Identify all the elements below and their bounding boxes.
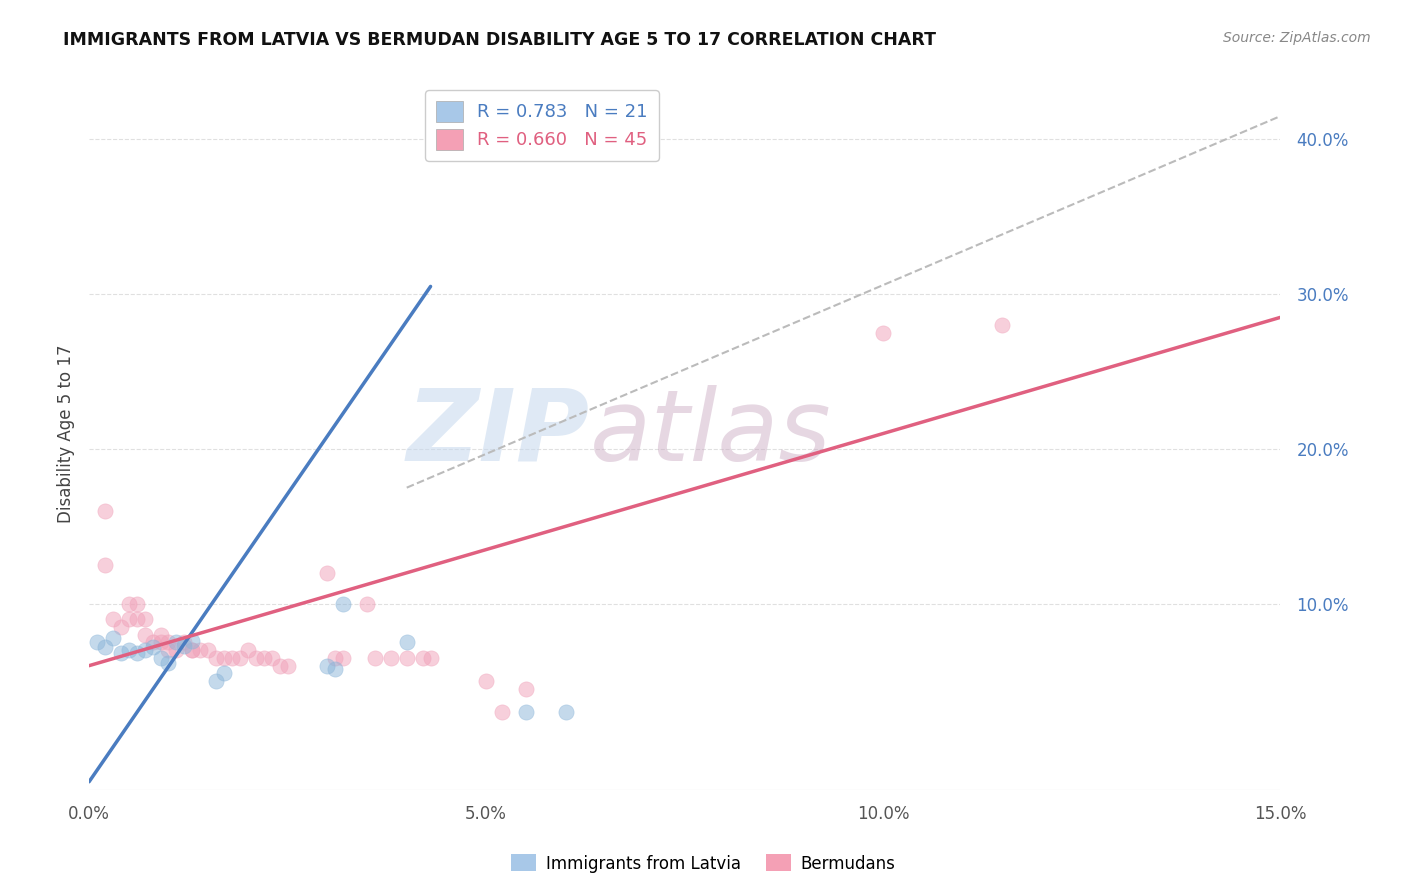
Point — [332, 651, 354, 665]
Point — [125, 646, 148, 660]
Point — [316, 566, 339, 580]
Point — [181, 643, 204, 657]
Legend: R = 0.783   N = 21, R = 0.660   N = 45: R = 0.783 N = 21, R = 0.660 N = 45 — [425, 90, 658, 161]
Point — [181, 643, 204, 657]
Point — [181, 634, 204, 648]
Point — [872, 326, 894, 340]
Point — [110, 646, 132, 660]
Point — [118, 612, 141, 626]
Point — [269, 658, 291, 673]
Point — [118, 643, 141, 657]
Point — [101, 631, 124, 645]
Point — [173, 639, 195, 653]
Point — [205, 674, 228, 689]
Point — [245, 651, 267, 665]
Point — [491, 705, 513, 719]
Point — [380, 651, 402, 665]
Point — [173, 635, 195, 649]
Point — [212, 651, 235, 665]
Point — [197, 643, 219, 657]
Point — [260, 651, 283, 665]
Point — [236, 643, 259, 657]
Point — [94, 558, 117, 572]
Point — [229, 651, 252, 665]
Point — [165, 635, 187, 649]
Point — [991, 318, 1014, 332]
Point — [515, 705, 537, 719]
Point — [364, 651, 387, 665]
Point — [205, 651, 228, 665]
Point — [157, 643, 180, 657]
Point — [157, 656, 180, 670]
Point — [253, 651, 276, 665]
Point — [94, 640, 117, 654]
Point — [419, 651, 441, 665]
Point — [412, 651, 434, 665]
Legend: Immigrants from Latvia, Bermudans: Immigrants from Latvia, Bermudans — [503, 847, 903, 880]
Point — [118, 597, 141, 611]
Point — [110, 620, 132, 634]
Point — [134, 628, 156, 642]
Point — [134, 643, 156, 657]
Text: atlas: atlas — [589, 385, 831, 482]
Point — [149, 635, 172, 649]
Point — [101, 612, 124, 626]
Y-axis label: Disability Age 5 to 17: Disability Age 5 to 17 — [58, 344, 75, 523]
Point — [515, 681, 537, 696]
Point — [142, 640, 165, 654]
Point — [188, 643, 211, 657]
Text: Source: ZipAtlas.com: Source: ZipAtlas.com — [1223, 31, 1371, 45]
Point — [212, 666, 235, 681]
Text: ZIP: ZIP — [406, 385, 589, 482]
Point — [395, 635, 418, 649]
Point — [316, 658, 339, 673]
Point — [554, 705, 576, 719]
Point — [157, 635, 180, 649]
Point — [395, 651, 418, 665]
Point — [165, 643, 187, 657]
Point — [125, 612, 148, 626]
Text: IMMIGRANTS FROM LATVIA VS BERMUDAN DISABILITY AGE 5 TO 17 CORRELATION CHART: IMMIGRANTS FROM LATVIA VS BERMUDAN DISAB… — [63, 31, 936, 49]
Point — [475, 674, 498, 689]
Point — [94, 504, 117, 518]
Point — [221, 651, 243, 665]
Point — [323, 662, 346, 676]
Point — [142, 635, 165, 649]
Point — [323, 651, 346, 665]
Point — [356, 597, 378, 611]
Point — [149, 628, 172, 642]
Point — [134, 612, 156, 626]
Point — [86, 635, 108, 649]
Point — [277, 658, 299, 673]
Point — [332, 597, 354, 611]
Point — [149, 651, 172, 665]
Point — [125, 597, 148, 611]
